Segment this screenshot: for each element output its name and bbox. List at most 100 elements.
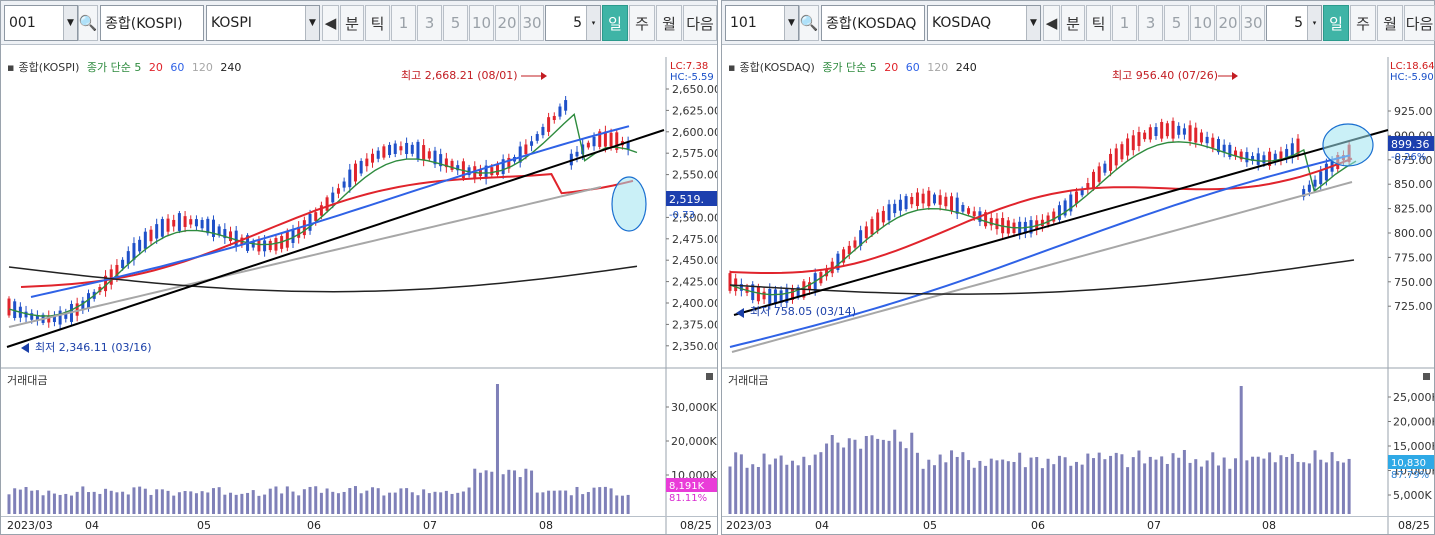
volume-bar xyxy=(1216,465,1220,514)
tick-button[interactable]: 틱 xyxy=(1086,5,1111,41)
next-button[interactable]: 다음 xyxy=(683,5,717,41)
kospi-price-chart[interactable]: 2,650.00 2,625.00 2,600.00 2,575.00 2,550.00… xyxy=(1,57,717,535)
candle-body xyxy=(910,196,914,205)
prev-arrow-button[interactable]: ◀ xyxy=(1043,5,1060,41)
candle-body xyxy=(768,288,772,304)
candle-body xyxy=(1268,151,1272,166)
interval-1-button[interactable]: 1 xyxy=(391,5,416,41)
low-label: 최저 2,346.11 (03/16) xyxy=(35,341,152,354)
candle-body xyxy=(490,167,494,176)
volume-bar xyxy=(728,466,732,514)
interval-1-button[interactable]: 1 xyxy=(1112,5,1137,41)
volume-bar xyxy=(24,487,28,514)
tick-button[interactable]: 틱 xyxy=(365,5,390,41)
date-label: 06 xyxy=(1031,519,1045,532)
kosdaq-market-combo[interactable]: KOSDAQ ▼ xyxy=(927,5,1041,41)
search-button[interactable]: 🔍 xyxy=(799,5,819,41)
interval-3-button[interactable]: 3 xyxy=(1138,5,1163,41)
candle-body xyxy=(47,315,51,323)
volume-bar xyxy=(564,490,568,514)
candle-body xyxy=(944,196,948,207)
daily-button[interactable]: 일 xyxy=(1323,5,1349,41)
volume-bar xyxy=(388,492,392,514)
volume-tick: 30,000K xyxy=(671,401,717,414)
chevron-down-icon[interactable]: ▼ xyxy=(63,6,77,40)
kosdaq-code-combo[interactable]: 101 ▼ xyxy=(725,5,799,41)
volume-bar xyxy=(1057,455,1061,514)
chevron-down-icon[interactable]: ▾ xyxy=(1307,6,1321,40)
volume-bar xyxy=(285,486,289,514)
volume-bar xyxy=(751,464,755,514)
moving-averages xyxy=(729,141,1357,353)
monthly-button[interactable]: 월 xyxy=(1377,5,1403,41)
kospi-name-field[interactable]: 종합(KOSPI) xyxy=(100,5,204,41)
candle-body xyxy=(456,165,460,171)
interval-20-button[interactable]: 20 xyxy=(495,5,519,41)
chevron-down-icon[interactable]: ▼ xyxy=(305,6,319,40)
chevron-down-icon[interactable]: ▾ xyxy=(586,6,600,40)
interval-5-button[interactable]: 5 xyxy=(1164,5,1189,41)
volume-bar xyxy=(217,487,221,514)
volume-bar xyxy=(773,458,777,514)
kosdaq-price-chart[interactable]: 925.00900.00875.00850.00825.00800.00775.… xyxy=(722,57,1434,535)
kospi-code-combo[interactable]: 001 ▼ xyxy=(4,5,78,41)
volume-bar xyxy=(160,489,164,514)
interval-5-button[interactable]: 5 xyxy=(443,5,468,41)
interval-3-button[interactable]: 3 xyxy=(417,5,442,41)
candle-body xyxy=(189,219,193,225)
search-button[interactable]: 🔍 xyxy=(78,5,98,41)
weekly-button[interactable]: 주 xyxy=(629,5,655,41)
candle-body xyxy=(870,219,874,235)
interval-10-button[interactable]: 10 xyxy=(469,5,494,41)
volume-bars xyxy=(7,384,630,514)
candle-body xyxy=(1109,153,1113,171)
count-field[interactable]: 5 ▾ xyxy=(545,5,601,41)
daily-button[interactable]: 일 xyxy=(602,5,628,41)
candle-body xyxy=(569,153,573,166)
volume-bar xyxy=(166,490,170,514)
interval-30-button[interactable]: 30 xyxy=(1241,5,1265,41)
chevron-down-icon[interactable]: ▼ xyxy=(1026,6,1040,40)
kospi-market-combo[interactable]: KOSPI ▼ xyxy=(206,5,320,41)
volume-bar xyxy=(302,489,306,514)
volume-bar xyxy=(1114,452,1118,514)
count-field[interactable]: 5 ▾ xyxy=(1266,5,1322,41)
weekly-button[interactable]: 주 xyxy=(1350,5,1376,41)
volume-bar xyxy=(796,465,800,514)
chevron-down-icon[interactable]: ▼ xyxy=(784,6,798,40)
monthly-button[interactable]: 월 xyxy=(656,5,682,41)
volume-bar xyxy=(427,493,431,514)
volume-bar xyxy=(967,460,971,514)
volume-bar xyxy=(132,487,136,514)
volume-bar xyxy=(870,435,874,514)
volume-bar xyxy=(416,495,420,514)
candle-body xyxy=(1120,144,1124,160)
candle-body xyxy=(183,216,187,227)
close-icon[interactable] xyxy=(706,373,713,380)
kosdaq-name-field[interactable]: 종합(KOSDAQ xyxy=(821,5,925,41)
candle-body xyxy=(314,212,318,221)
volume-bar xyxy=(342,491,346,514)
interval-20-button[interactable]: 20 xyxy=(1216,5,1240,41)
volume-bar xyxy=(592,487,596,514)
interval-30-button[interactable]: 30 xyxy=(520,5,544,41)
volume-bar xyxy=(1211,452,1215,514)
candle-body xyxy=(518,146,522,163)
volume-bar xyxy=(149,494,153,514)
volume-bar xyxy=(81,486,85,514)
candle-body xyxy=(444,158,448,168)
candle-body xyxy=(149,229,153,242)
prev-arrow-button[interactable]: ◀ xyxy=(322,5,339,41)
minute-button[interactable]: 분 xyxy=(1061,5,1085,41)
minute-button[interactable]: 분 xyxy=(340,5,364,41)
next-button[interactable]: 다음 xyxy=(1404,5,1435,41)
volume-bar xyxy=(626,494,630,514)
close-icon[interactable] xyxy=(1423,373,1430,380)
candle-body xyxy=(35,315,39,321)
volume-bar xyxy=(950,450,954,514)
candle-body xyxy=(1290,143,1294,159)
volume-bar xyxy=(819,452,823,514)
candle-body xyxy=(98,287,102,293)
legend-ma5: 종가 단순 5 xyxy=(822,61,877,74)
interval-10-button[interactable]: 10 xyxy=(1190,5,1215,41)
